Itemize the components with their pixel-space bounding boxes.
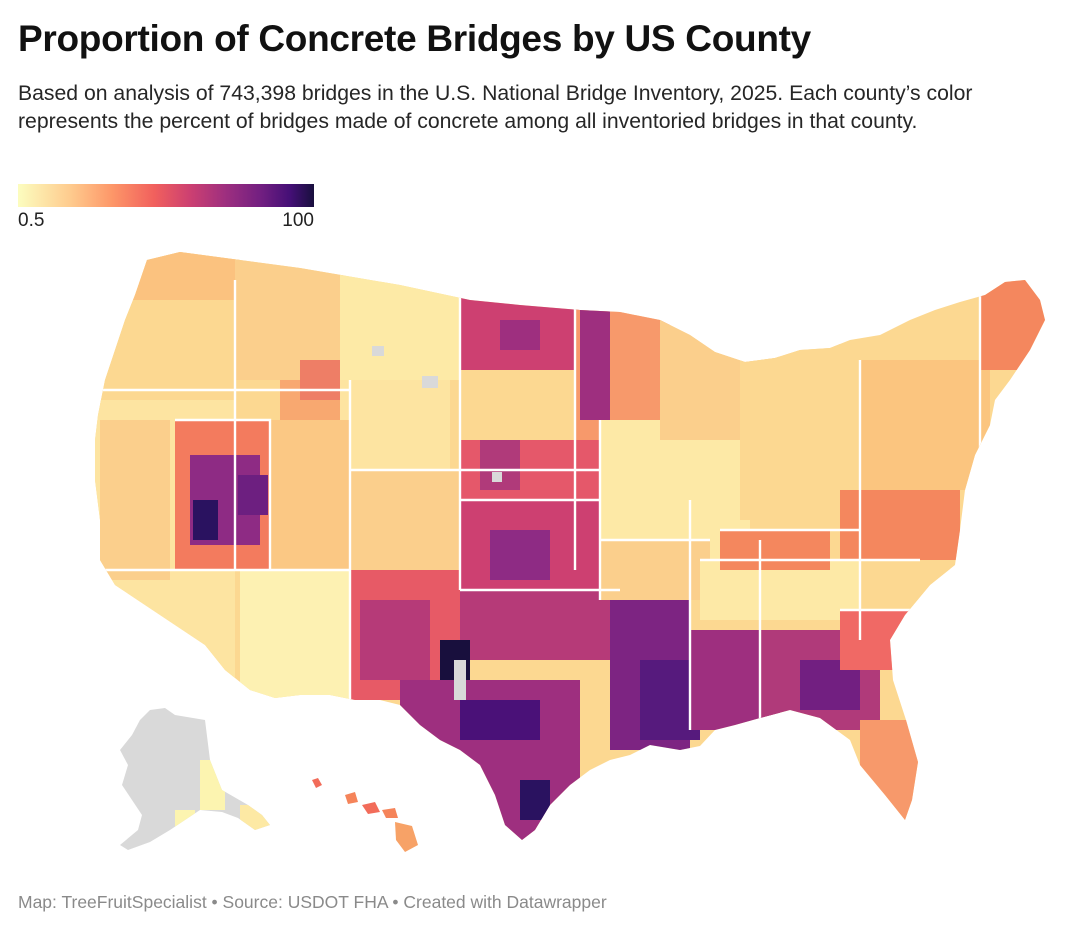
color-legend: 0.5 100 [18,184,314,231]
chart-subtitle: Based on analysis of 743,398 bridges in … [18,82,973,133]
legend-max-label: 100 [282,210,314,231]
footer-credits: Map: TreeFruitSpecialist • Source: USDOT… [18,892,607,912]
alaska-inset [120,708,270,850]
hawaii-inset [312,778,418,852]
legend-min-label: 0.5 [18,210,45,231]
chart-title: Proportion of Concrete Bridges by US Cou… [18,18,811,59]
us-county-map[interactable] [0,240,1080,860]
legend-gradient-bar [18,184,314,207]
